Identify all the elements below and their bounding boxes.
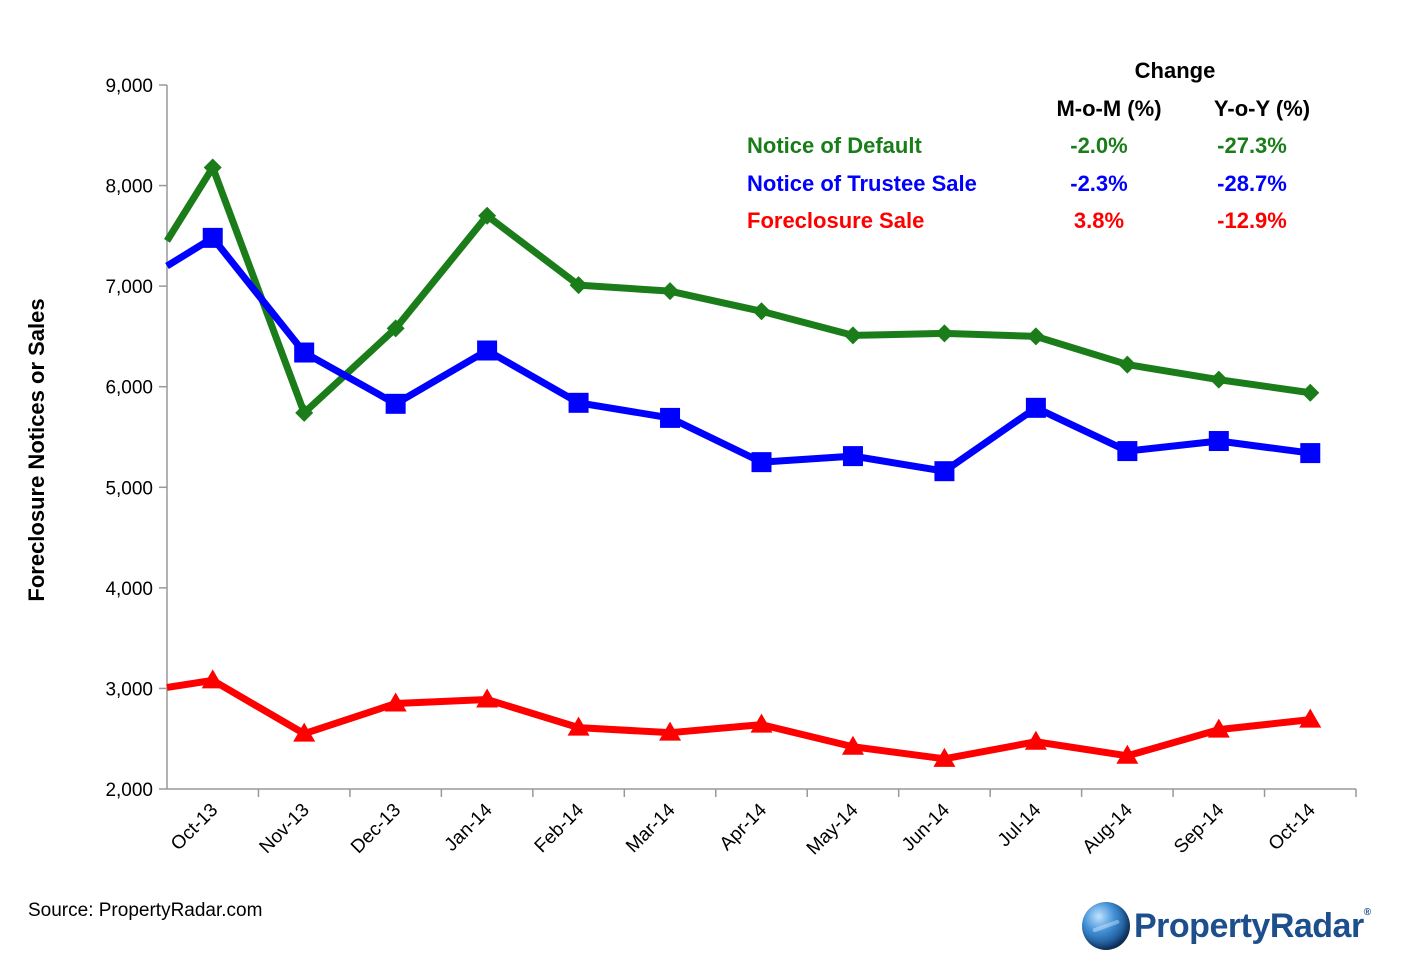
- data-point-triangle: [201, 669, 224, 689]
- data-point-diamond: [295, 403, 314, 422]
- data-point-triangle: [1299, 708, 1322, 728]
- y-tick-label: 2,000: [105, 780, 153, 801]
- series-foreclosure-sale: [166, 669, 1322, 767]
- data-point-triangle: [933, 747, 956, 767]
- data-point-square: [934, 461, 955, 482]
- change-row-yoy: -28.7%: [1217, 171, 1287, 196]
- x-tick-label: Jan-14: [441, 799, 497, 855]
- data-point-square: [1117, 441, 1138, 462]
- y-tick-label: 4,000: [105, 579, 153, 600]
- x-tick-label: Oct-14: [1265, 799, 1320, 854]
- logo-wordmark: PropertyRadar®: [1134, 906, 1371, 945]
- data-point-diamond: [1301, 383, 1320, 402]
- data-point-square: [202, 227, 223, 248]
- series-line: [164, 163, 1311, 417]
- data-point-diamond: [569, 276, 588, 295]
- data-point-diamond: [1026, 327, 1045, 346]
- change-row-yoy: -27.3%: [1217, 133, 1287, 158]
- change-row-label: Notice of Trustee Sale: [747, 171, 977, 196]
- x-tick-label: Sep-14: [1170, 799, 1228, 857]
- data-point-square: [660, 407, 681, 428]
- data-point-square: [751, 452, 772, 473]
- data-point-square: [477, 340, 498, 361]
- y-tick-label: 8,000: [105, 177, 153, 198]
- change-row-label: Foreclosure Sale: [747, 208, 924, 233]
- x-tick-label: Mar-14: [622, 799, 680, 857]
- series-notice-of-trustee-sale: [165, 227, 1321, 482]
- y-tick-label: 9,000: [105, 76, 153, 97]
- change-row-mom: 3.8%: [1074, 208, 1124, 233]
- data-point-triangle: [476, 688, 499, 708]
- data-point-triangle: [567, 716, 590, 736]
- change-row-yoy: -12.9%: [1217, 208, 1287, 233]
- x-axis-ticks: Oct-13 Nov-13 Dec-13 Jan-14 Feb-14 Mar-14 Apr-…: [167, 789, 1357, 859]
- y-axis-ticks: 2,000 3,000 4,000 5,000 6,000 7,000 8,000 9,000: [105, 76, 167, 801]
- chart-axes: [166, 85, 1356, 790]
- change-row-mom: -2.0%: [1070, 133, 1127, 158]
- y-axis-label: Foreclosure Notices or Sales: [24, 298, 49, 601]
- data-point-diamond: [1118, 355, 1137, 374]
- data-point-square: [385, 393, 406, 414]
- change-table: Change M-o-M (%) Y-o-Y (%) Notice of Def…: [747, 58, 1310, 233]
- x-tick-label: Apr-14: [716, 799, 771, 854]
- data-point-triangle: [1116, 744, 1139, 764]
- x-tick-label: Feb-14: [531, 799, 589, 857]
- data-point-triangle: [659, 721, 682, 741]
- data-point-diamond: [935, 324, 954, 343]
- data-point-diamond: [1209, 370, 1228, 389]
- change-table-col-yoy: Y-o-Y (%): [1214, 96, 1310, 121]
- x-tick-label: Nov-13: [256, 800, 314, 858]
- y-tick-label: 5,000: [105, 478, 153, 499]
- data-point-diamond: [478, 206, 497, 225]
- series-line: [165, 234, 1311, 475]
- source-note: Source: PropertyRadar.com: [28, 900, 263, 921]
- x-tick-label: Aug-14: [1079, 799, 1137, 857]
- data-point-square: [1025, 397, 1046, 418]
- data-point-triangle: [1024, 730, 1047, 750]
- change-row-mom: -2.3%: [1070, 171, 1127, 196]
- data-point-triangle: [841, 735, 864, 755]
- x-tick-label: Jun-14: [898, 799, 954, 855]
- change-table-header: Change: [1135, 58, 1216, 83]
- series-line: [166, 676, 1311, 763]
- data-point-triangle: [293, 722, 316, 742]
- data-point-diamond: [203, 158, 222, 177]
- y-tick-label: 3,000: [105, 679, 153, 700]
- series-layer: [164, 158, 1322, 767]
- data-point-diamond: [752, 302, 771, 321]
- globe-icon: [1082, 902, 1130, 950]
- data-point-triangle: [384, 692, 407, 712]
- x-tick-label: May-14: [803, 799, 863, 859]
- data-point-square: [568, 392, 589, 413]
- data-point-diamond: [661, 282, 680, 301]
- propertyradar-logo: PropertyRadar®: [1082, 898, 1371, 954]
- data-point-square: [842, 446, 863, 467]
- series-notice-of-default: [164, 158, 1320, 422]
- y-tick-label: 7,000: [105, 277, 153, 298]
- x-tick-label: Oct-13: [167, 800, 222, 855]
- data-point-square: [1208, 431, 1229, 452]
- data-point-square: [1300, 443, 1321, 464]
- x-tick-label: Jul-14: [994, 799, 1046, 851]
- x-tick-label: Dec-13: [347, 800, 405, 858]
- change-row-label: Notice of Default: [747, 133, 922, 158]
- data-point-diamond: [843, 326, 862, 345]
- data-point-square: [294, 342, 315, 363]
- data-point-triangle: [750, 713, 773, 733]
- data-point-triangle: [1207, 718, 1230, 738]
- change-table-col-mom: M-o-M (%): [1056, 96, 1161, 121]
- data-point-diamond: [386, 319, 405, 338]
- y-tick-label: 6,000: [105, 378, 153, 399]
